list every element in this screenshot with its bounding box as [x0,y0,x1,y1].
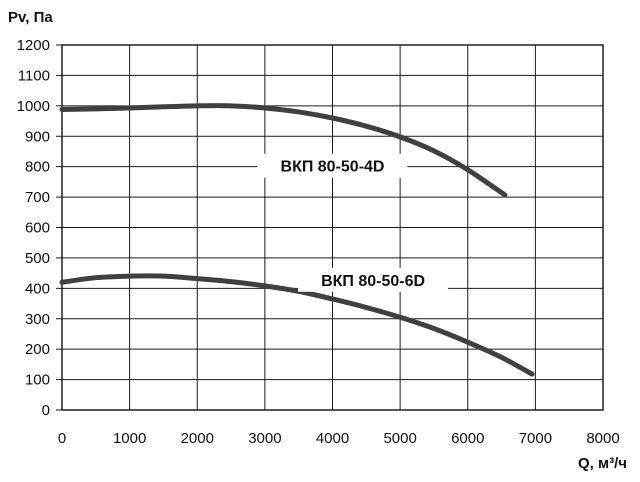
x-tick-label: 8000 [586,430,619,447]
series-label-1: ВКП 80-50-4D [281,159,385,176]
x-axis-label: Q, м³/ч [578,455,627,472]
y-tick-label: 900 [25,128,50,145]
y-tick-label: 600 [25,220,50,237]
series-line-2 [59,273,535,377]
axes: Pv, Па Q, м³/ч 0 1000 2000 3000 4000 5000 6000… [8,9,627,472]
y-tick-label: 0 [42,402,50,419]
y-tick-label: 100 [25,372,50,389]
x-tick-label: 2000 [181,430,214,447]
x-tick-label: 7000 [519,430,552,447]
y-tick-label: 1200 [17,37,50,54]
series [59,103,535,377]
x-tick-label: 0 [58,430,66,447]
y-tick-label: 500 [25,250,50,267]
y-tick-label: 1100 [18,67,50,84]
series-labels: ВКП 80-50-4D ВКП 80-50-6D [257,153,449,292]
y-tick-label: 800 [25,159,50,176]
x-tick-label: 3000 [248,430,281,447]
y-tick-label: 300 [25,311,50,328]
series-label-bg [298,267,449,292]
y-tick-label: 1000 [17,98,50,115]
series-line-1 [59,103,508,198]
series-label-bg [257,153,408,178]
y-tick-label: 200 [25,341,50,358]
x-tick-label: 4000 [316,430,349,447]
plot-frame [61,44,604,411]
series-label-2: ВКП 80-50-6D [321,273,425,290]
y-tick-label: 400 [25,280,50,297]
y-axis-label: Pv, Па [8,9,53,26]
y-tick-label: 700 [25,189,50,206]
grid [56,44,604,411]
x-tick-label: 6000 [451,430,484,447]
x-tick-label: 5000 [383,430,416,447]
x-tick-label: 1000 [113,430,146,447]
